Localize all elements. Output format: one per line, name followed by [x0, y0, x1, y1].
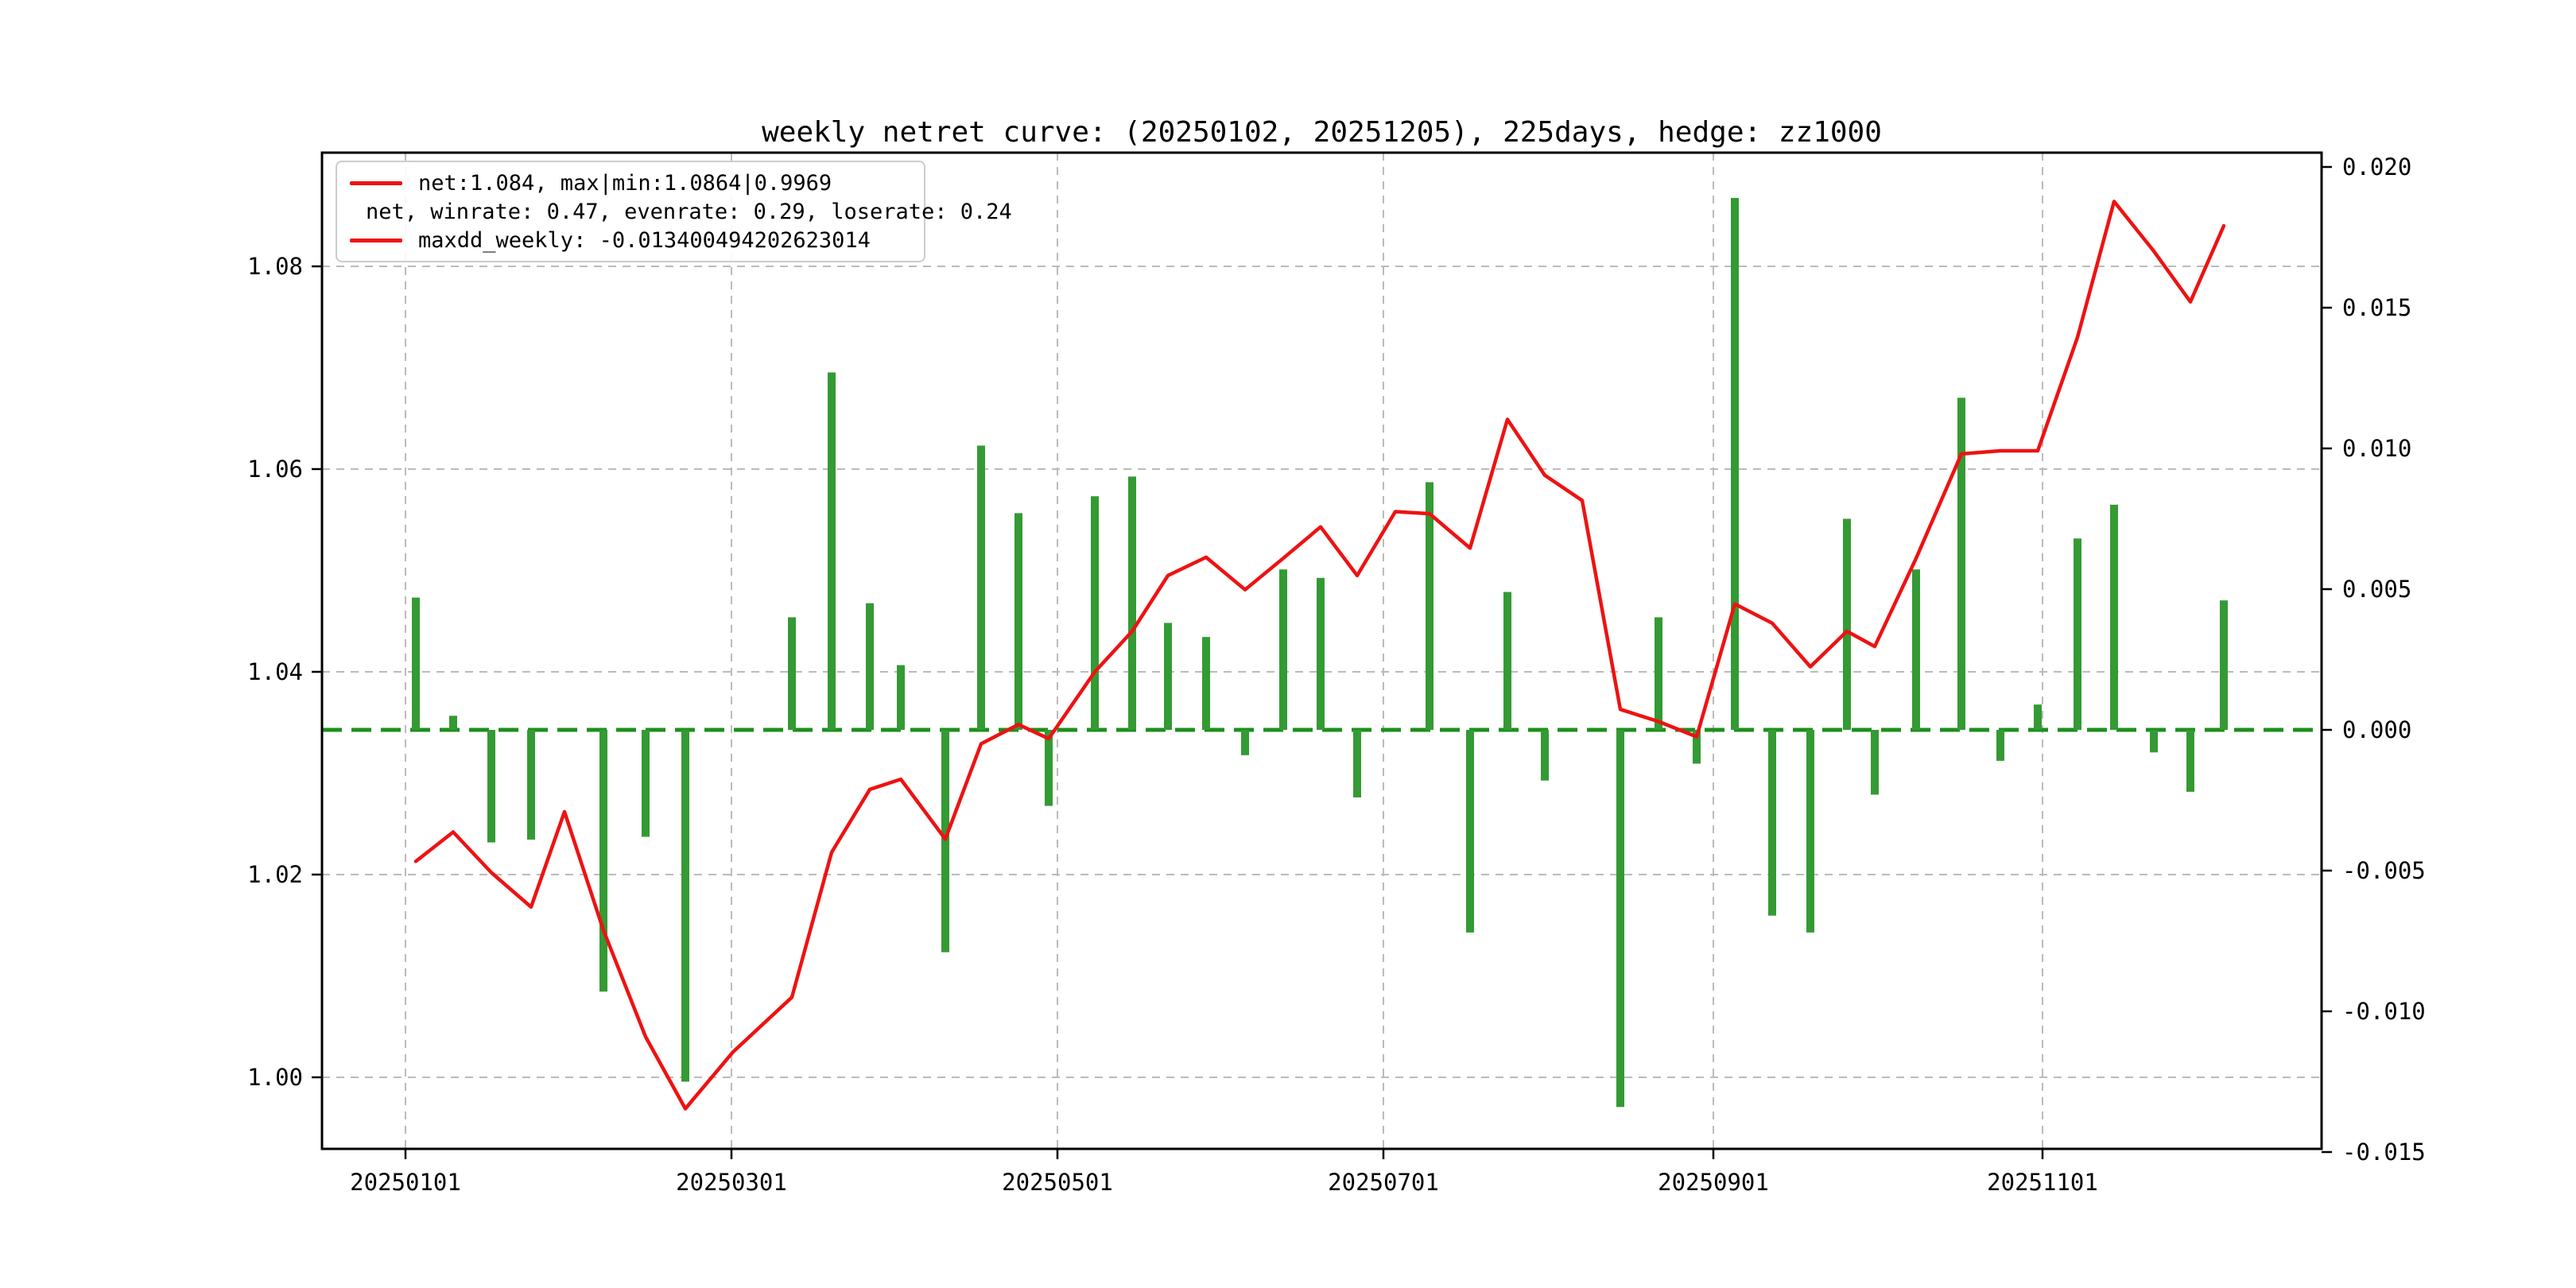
plot-border — [320, 151, 2323, 1150]
legend-box: net:1.084, max|min:1.0864|0.9969 net, wi… — [336, 161, 1012, 262]
weekly-return-bar — [2110, 504, 2118, 730]
weekly-return-bar — [1768, 730, 1776, 916]
weekly-return-bar — [1091, 496, 1099, 730]
x-tick-label: 20250101 — [350, 1169, 461, 1196]
weekly-return-bar — [788, 617, 796, 730]
weekly-return-bar — [1731, 197, 1739, 730]
weekly-return-bar — [1912, 569, 1920, 730]
right-tick-label: -0.010 — [2342, 998, 2426, 1025]
right-tick-label: 0.020 — [2342, 153, 2411, 180]
legend-item-net: net:1.084, max|min:1.0864|0.9969 — [350, 171, 911, 196]
chart-title: weekly netret curve: (20250102, 20251205… — [762, 116, 1882, 149]
weekly-return-bar — [1843, 518, 1851, 730]
weekly-return-bar — [2150, 730, 2158, 753]
weekly-return-bar — [527, 730, 535, 840]
left-tick-label: 1.00 — [247, 1064, 303, 1091]
left-tick-label: 1.06 — [247, 456, 303, 483]
weekly-return-bar — [2186, 730, 2194, 792]
legend-item-maxdd: maxdd_weekly: -0.013400494202623014 — [350, 228, 911, 253]
weekly-return-bar — [487, 730, 495, 843]
weekly-return-bar — [1616, 730, 1624, 1108]
legend-label-maxdd: maxdd_weekly: -0.013400494202623014 — [418, 227, 871, 253]
weekly-return-bar — [1202, 637, 1210, 730]
weekly-return-bar — [2074, 538, 2081, 730]
left-axis: 1.00 1.02 1.04 1.06 1.08 — [247, 253, 322, 1091]
weekly-return-bar — [642, 730, 650, 837]
weekly-return-bar — [1279, 569, 1287, 730]
weekly-return-bar — [1996, 730, 2004, 761]
weekly-return-bar — [941, 730, 949, 952]
right-tick-label: 0.010 — [2342, 435, 2411, 462]
right-axis: 0.020 0.015 0.010 0.005 0.000 -0.005 -0.010 -0.… — [2322, 153, 2426, 1166]
weekly-return-bar — [1957, 398, 1965, 730]
right-tick-label: 0.005 — [2342, 576, 2411, 603]
gridlines — [322, 153, 2322, 1149]
weekly-return-bar — [866, 603, 874, 730]
weekly-return-bar — [2034, 704, 2042, 730]
weekly-return-bar — [977, 445, 985, 730]
weekly-return-bar — [1045, 730, 1053, 806]
x-tick-label: 20250701 — [1328, 1169, 1439, 1196]
right-tick-label: -0.005 — [2342, 857, 2426, 884]
weekly-return-bar — [2220, 600, 2228, 730]
left-tick-label: 1.04 — [247, 658, 303, 685]
x-tick-label: 20251101 — [1987, 1169, 2098, 1196]
x-tick-label: 20250301 — [676, 1169, 787, 1196]
legend-label-net: net:1.084, max|min:1.0864|0.9969 — [418, 170, 832, 196]
weekly-return-bar — [1503, 592, 1511, 730]
weekly-return-bar — [1871, 730, 1879, 795]
weekly-return-bar — [1128, 476, 1136, 730]
legend-label-winrate: net, winrate: 0.47, evenrate: 0.29, lose… — [366, 199, 1012, 224]
weekly-return-bars — [412, 197, 2228, 1108]
right-tick-label: -0.015 — [2342, 1139, 2426, 1166]
weekly-return-bar — [412, 597, 420, 730]
weekly-return-bar — [1353, 730, 1361, 797]
weekly-return-bar — [1241, 730, 1249, 755]
weekly-return-bar — [828, 372, 836, 730]
left-tick-label: 1.02 — [247, 861, 303, 888]
weekly-return-bar — [1655, 617, 1662, 730]
maxdd-line-swatch-icon — [350, 238, 402, 242]
weekly-return-bar — [681, 730, 689, 1082]
weekly-return-bar — [449, 716, 457, 730]
weekly-return-bar — [1014, 513, 1022, 730]
legend-item-winrate: net, winrate: 0.47, evenrate: 0.29, lose… — [350, 200, 1012, 224]
weekly-return-bar — [1693, 730, 1701, 764]
weekly-return-bar — [1317, 577, 1325, 730]
net-line-swatch-icon — [350, 180, 402, 185]
x-tick-label: 20250501 — [1002, 1169, 1113, 1196]
weekly-return-bar — [1806, 730, 1814, 933]
weekly-return-bar — [1466, 730, 1474, 933]
x-tick-label: 20250901 — [1658, 1169, 1769, 1196]
net-curve-line — [413, 200, 2226, 1111]
weekly-return-bar — [1426, 482, 1433, 730]
right-tick-label: 0.000 — [2342, 716, 2411, 743]
x-axis: 20250101 20250301 20250501 20250701 20250901… — [350, 1149, 2098, 1196]
weekly-return-bar — [1164, 623, 1172, 730]
right-tick-label: 0.015 — [2342, 294, 2411, 321]
weekly-return-bar — [599, 730, 607, 992]
left-tick-label: 1.08 — [247, 253, 303, 280]
weekly-return-bar — [1541, 730, 1549, 781]
weekly-return-bar — [897, 665, 905, 730]
